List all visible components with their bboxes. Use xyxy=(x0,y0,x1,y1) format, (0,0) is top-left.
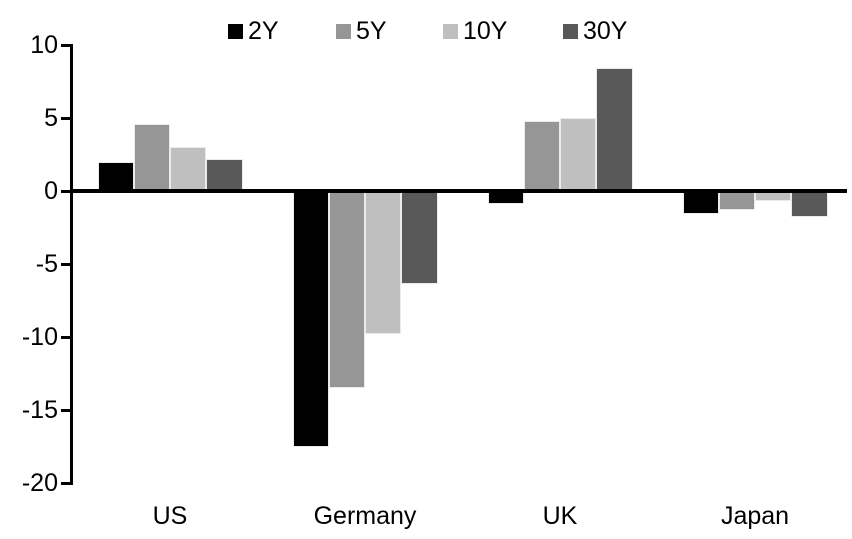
legend: 2Y 5Y 10Y 30Y xyxy=(0,0,852,48)
bar-uk-2y xyxy=(487,191,524,205)
legend-item-30y: 30Y xyxy=(563,17,627,45)
bar-us-2y xyxy=(97,161,134,191)
category-label-us: US xyxy=(152,502,188,530)
bar-us-30y xyxy=(206,158,243,191)
y-axis-tick-label: 5 xyxy=(44,104,58,132)
legend-label-5y: 5Y xyxy=(356,17,387,45)
y-axis-tick xyxy=(61,481,73,485)
legend-item-5y: 5Y xyxy=(336,17,387,45)
bar-uk-10y xyxy=(560,118,597,191)
legend-swatch-5y xyxy=(336,23,351,39)
y-axis-tick xyxy=(61,335,73,339)
y-axis-tick xyxy=(61,189,73,193)
bar-japan-5y xyxy=(718,191,755,210)
bar-uk-30y xyxy=(596,68,633,191)
legend-label-2y: 2Y xyxy=(248,17,279,45)
y-axis-tick-label: -15 xyxy=(21,396,58,424)
bar-uk-5y xyxy=(523,120,560,191)
bar-us-5y xyxy=(133,123,170,191)
bar-germany-2y xyxy=(292,191,329,447)
y-axis-tick xyxy=(61,116,73,120)
y-axis-tick-label: -20 xyxy=(21,469,58,497)
legend-item-2y: 2Y xyxy=(228,17,279,45)
legend-label-10y: 10Y xyxy=(463,17,508,45)
bar-germany-10y xyxy=(365,191,402,335)
bar-japan-2y xyxy=(682,191,719,215)
bar-japan-30y xyxy=(791,191,828,218)
bar-japan-10y xyxy=(755,191,792,202)
y-axis-tick xyxy=(61,43,73,47)
y-axis-tick xyxy=(61,408,73,412)
y-axis-tick-label: 0 xyxy=(44,177,58,205)
legend-swatch-30y xyxy=(563,23,578,39)
legend-swatch-10y xyxy=(443,23,458,39)
category-label-japan: Japan xyxy=(720,502,790,530)
category-label-uk: UK xyxy=(542,502,578,530)
legend-label-30y: 30Y xyxy=(583,17,628,45)
x-axis-zero-line xyxy=(70,189,847,193)
bar-us-10y xyxy=(170,147,207,191)
y-axis-tick xyxy=(61,262,73,266)
bar-germany-30y xyxy=(401,191,438,285)
y-axis-tick-label: -10 xyxy=(21,323,58,351)
y-axis-tick-label: 10 xyxy=(30,31,58,59)
category-label-germany: Germany xyxy=(313,502,417,530)
legend-swatch-2y xyxy=(228,23,243,39)
legend-item-10y: 10Y xyxy=(443,17,507,45)
y-axis-tick-label: -5 xyxy=(35,250,58,278)
bar-germany-5y xyxy=(328,191,365,389)
